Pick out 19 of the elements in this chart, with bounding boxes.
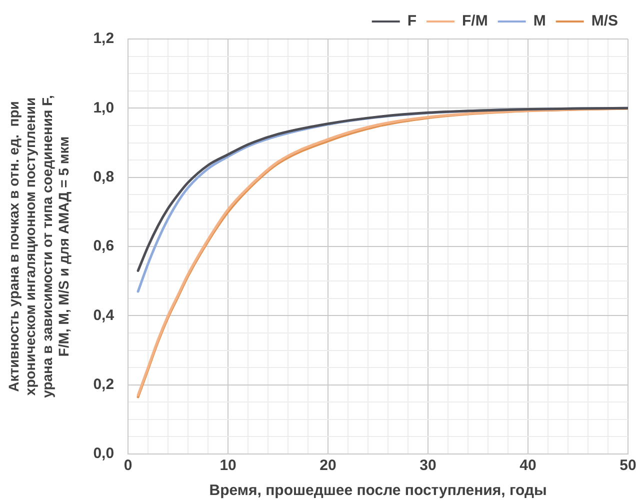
x-tick-label: 50 — [620, 457, 636, 474]
legend-label: M/S — [591, 12, 618, 30]
legend-label: M — [533, 12, 546, 30]
y-tick-label: 1,2 — [93, 30, 114, 48]
legend-label: F/M — [462, 12, 488, 30]
y-tick-label: 1,0 — [93, 99, 114, 116]
x-tick-label: 10 — [220, 457, 236, 474]
legend-label: F — [407, 12, 417, 30]
y-tick-label: 0,6 — [93, 238, 114, 255]
y-tick-label: 0,2 — [93, 376, 114, 393]
x-tick-label: 30 — [420, 457, 436, 474]
x-axis-title: Время, прошедшее после поступления, годы — [209, 482, 547, 500]
x-tick-label: 0 — [124, 457, 132, 474]
y-tick-label: 0,0 — [93, 445, 114, 462]
y-tick-label: 0,8 — [93, 168, 114, 186]
y-tick-label: 0,4 — [93, 306, 115, 324]
x-tick-label: 40 — [520, 457, 536, 474]
y-axis-title: Активность урана в почках в отн. ед. при хроническом ингаляционном поступлении урана в зависимости от типа соединения F, F/M, M, M/S и для АМАД = 5 мкм — [5, 95, 72, 398]
x-tick-label: 20 — [320, 457, 336, 474]
